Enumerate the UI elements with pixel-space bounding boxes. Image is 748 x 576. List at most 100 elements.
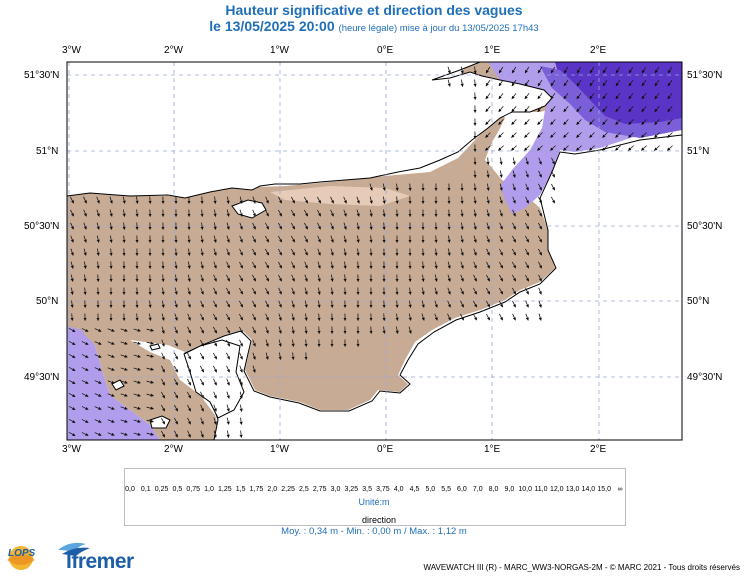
direction-arrow	[512, 287, 516, 295]
direction-arrow	[96, 209, 100, 217]
direction-arrow	[498, 287, 504, 295]
direction-arrow	[460, 248, 464, 256]
direction-arrow	[498, 92, 504, 100]
direction-arrow	[434, 248, 438, 257]
direction-arrow	[200, 313, 204, 321]
lon-label-bottom: 3°W	[62, 444, 81, 455]
direction-arrow	[447, 300, 451, 308]
direction-arrow	[226, 287, 230, 295]
direction-arrow	[239, 248, 243, 256]
direction-arrow	[226, 235, 230, 243]
direction-arrow	[356, 222, 360, 230]
direction-arrow	[628, 79, 634, 87]
direction-arrow	[291, 287, 295, 295]
direction-arrow	[485, 313, 491, 321]
direction-arrow	[291, 300, 295, 308]
direction-arrow	[200, 391, 204, 399]
direction-arrow	[200, 261, 204, 269]
direction-arrow	[473, 66, 477, 74]
direction-arrow	[226, 430, 230, 438]
lat-label-left: 51°N	[36, 146, 59, 157]
mid-wave-zone-north	[540, 66, 682, 138]
direction-arrow	[199, 339, 205, 347]
direction-arrow	[70, 209, 74, 217]
direction-arrow	[252, 339, 256, 347]
colorbar-tick-label: 3,75	[376, 486, 390, 493]
direction-arrow	[641, 79, 647, 87]
direction-arrow	[120, 380, 128, 384]
colorbar-tick-label: 11,0	[534, 486, 548, 493]
direction-arrow	[83, 209, 87, 217]
direction-arrow	[187, 339, 191, 347]
direction-arrow	[589, 79, 595, 87]
direction-arrow	[303, 196, 309, 204]
direction-arrow	[667, 79, 673, 87]
lon-label-bottom: 2°W	[164, 444, 183, 455]
direction-arrow	[148, 300, 152, 309]
direction-arrow	[187, 261, 191, 269]
direction-arrow	[252, 300, 256, 308]
direction-arrow	[473, 222, 477, 230]
direction-arrow	[213, 222, 217, 230]
direction-arrow	[654, 145, 660, 151]
direction-arrow	[173, 391, 179, 399]
direction-arrow	[239, 196, 243, 204]
direction-arrow	[317, 248, 321, 256]
direction-arrow	[641, 106, 647, 113]
colorbar-tick-label: 1,0	[204, 486, 214, 493]
colorbar-tick-label: 2,5	[298, 486, 309, 493]
direction-arrow	[174, 313, 178, 321]
direction-arrow	[485, 300, 491, 308]
direction-arrow	[563, 106, 569, 113]
direction-arrow	[330, 274, 334, 282]
direction-arrow	[460, 209, 464, 218]
direction-arrow	[382, 326, 386, 335]
direction-arrow	[213, 300, 217, 308]
direction-arrow	[161, 274, 165, 283]
direction-arrow	[107, 341, 115, 345]
direction-arrow	[460, 313, 464, 321]
colorbar-tick-label: 5,0	[425, 486, 436, 493]
direction-arrow	[278, 352, 282, 360]
direction-arrow	[447, 235, 451, 243]
forecast-time: le 13/05/2025 20:00	[209, 18, 335, 34]
direction-arrow	[133, 419, 141, 423]
direction-arrow	[70, 313, 74, 322]
direction-arrow	[146, 419, 154, 423]
direction-arrow	[408, 326, 412, 334]
direction-arrow	[550, 92, 556, 100]
direction-arrow	[550, 145, 556, 151]
direction-arrow	[252, 313, 256, 321]
direction-arrow	[83, 248, 87, 256]
direction-arrow	[304, 339, 308, 348]
direction-arrow	[576, 79, 582, 87]
direction-arrow	[498, 106, 504, 113]
direction-arrow	[628, 145, 634, 151]
alderney	[149, 343, 161, 351]
direction-arrow	[498, 145, 504, 151]
direction-arrow	[628, 92, 634, 100]
direction-arrow	[499, 157, 503, 165]
direction-arrow	[576, 106, 582, 113]
direction-arrow	[512, 222, 516, 230]
direction-arrow	[239, 404, 243, 412]
colorbar-tick-label: 10,0	[518, 486, 532, 493]
direction-arrow	[499, 196, 503, 204]
direction-arrow	[81, 406, 89, 410]
direction-arrow	[499, 170, 503, 178]
lat-label-left: 50°30'N	[24, 221, 60, 232]
direction-arrow	[460, 300, 464, 308]
colorbar-tick-label: 1,5	[235, 486, 246, 493]
direction-arrow	[226, 248, 230, 256]
direction-arrow	[225, 326, 231, 334]
direction-arrow	[225, 300, 231, 308]
map-title: Hauteur significative et direction des v…	[225, 2, 523, 18]
direction-arrow	[96, 235, 100, 243]
direction-arrow	[304, 235, 308, 243]
direction-arrow	[538, 274, 542, 282]
direction-arrow	[589, 66, 595, 74]
direction-arrow	[174, 326, 178, 334]
colorbar-tick-label: 14,0	[581, 486, 596, 493]
direction-arrow	[395, 300, 399, 309]
direction-arrow	[212, 352, 218, 360]
